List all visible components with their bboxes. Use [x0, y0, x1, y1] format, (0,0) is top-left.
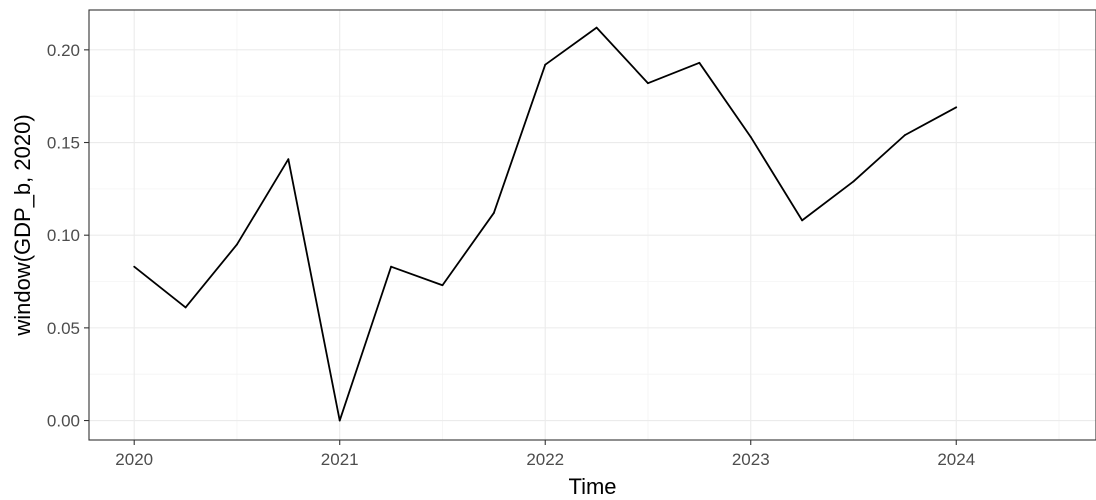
- major-gridlines: [89, 10, 1096, 440]
- y-tick-label: 0.20: [47, 41, 80, 60]
- y-tick-label: 0.00: [47, 412, 80, 431]
- x-tick-label: 2021: [321, 450, 359, 469]
- y-tick-label: 0.15: [47, 134, 80, 153]
- minor-gridlines: [89, 10, 1096, 440]
- data-point: [903, 134, 906, 137]
- data-point: [749, 136, 752, 138]
- data-point: [492, 212, 495, 214]
- x-axis: 2020 2021 2022 2023 2024: [115, 440, 975, 469]
- data-point: [852, 180, 855, 183]
- data-point: [287, 158, 290, 161]
- x-tick-label: 2020: [115, 450, 153, 469]
- data-point: [236, 243, 238, 246]
- data-point: [390, 265, 392, 268]
- x-tick-label: 2022: [526, 450, 564, 469]
- data-point: [133, 265, 136, 268]
- x-tick-label: 2024: [937, 450, 975, 469]
- y-tick-label: 0.05: [47, 319, 80, 338]
- data-point: [184, 306, 187, 309]
- data-point: [955, 106, 958, 109]
- series-layer: [133, 26, 958, 422]
- data-point: [441, 284, 444, 287]
- data-point: [801, 219, 804, 222]
- y-tick-label: 0.10: [47, 226, 80, 245]
- data-point: [647, 82, 649, 85]
- plot-panel-border: [88, 9, 1096, 441]
- data-point: [544, 63, 547, 66]
- y-axis-title: window(GDP_b, 2020): [10, 114, 35, 336]
- y-axis: 0.00 0.05 0.10 0.15 0.20: [47, 41, 89, 431]
- x-tick-label: 2023: [732, 450, 770, 469]
- data-point: [698, 61, 701, 64]
- x-axis-title: Time: [568, 474, 616, 499]
- data-point: [595, 26, 598, 29]
- data-point: [338, 419, 341, 422]
